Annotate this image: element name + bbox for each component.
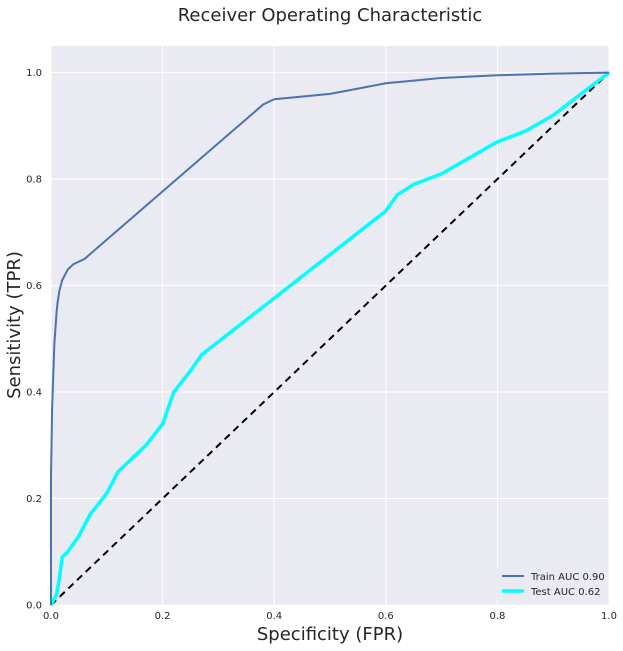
test-roc-line — [49, 71, 611, 606]
legend-label-train: Train AUC 0.90 — [530, 572, 605, 583]
gridlines — [50, 46, 610, 606]
y-axis-label: Sensitivity (TPR) — [4, 251, 25, 399]
x-tick-label: 0.8 — [489, 611, 505, 622]
legend-box — [497, 567, 607, 601]
x-tick-label: 0.2 — [155, 611, 171, 622]
x-tick-label: 0.4 — [266, 611, 282, 622]
x-tick-label: 1.0 — [601, 611, 617, 622]
train-roc-line — [50, 71, 610, 605]
y-tick-label: 0.4 — [26, 388, 42, 399]
plot-background — [51, 46, 609, 605]
y-tick-label: 0.2 — [26, 494, 42, 505]
y-tick-label: 0.6 — [26, 281, 42, 292]
legend: Train AUC 0.90 Test AUC 0.62 — [497, 567, 607, 601]
series-lines — [49, 71, 611, 606]
legend-label-test: Test AUC 0.62 — [530, 587, 600, 598]
x-tick-label: 0.6 — [378, 611, 394, 622]
y-tick-label: 0.8 — [26, 175, 42, 186]
tick-labels: 0.0 0.2 0.4 0.6 0.8 1.0 0.0 0.2 0.4 0.6 0.8 1.0 — [26, 68, 617, 622]
y-tick-label: 1.0 — [26, 68, 42, 79]
diagonal-reference-line — [50, 71, 610, 606]
x-tick-label: 0.0 — [43, 611, 59, 622]
chart-title: Receiver Operating Characteristic — [178, 5, 483, 26]
x-axis-label: Specificity (FPR) — [257, 624, 403, 645]
y-tick-label: 0.0 — [26, 601, 42, 612]
